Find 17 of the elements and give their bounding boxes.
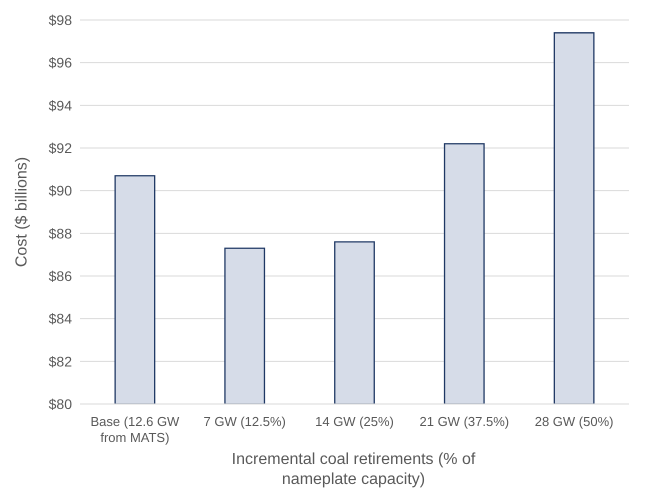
y-tick-label: $92 [48,140,72,156]
y-tick-label: $90 [48,182,72,199]
y-tick-label: $80 [48,396,72,412]
y-tick-label: $98 [48,12,72,28]
y-tick-label: $96 [48,54,72,71]
y-tick-label: $88 [48,225,72,242]
x-tick-label: 28 GW (50%) [534,414,614,429]
y-tick-label: $94 [48,97,72,114]
x-tick-label: Base (12.6 GW from MATS) [90,414,180,445]
y-tick-label: $86 [48,268,72,284]
x-tick-label: 14 GW (25%) [315,414,394,429]
y-tick-label: $84 [48,310,72,327]
x-axis-title: Incremental coal retirements (% of nameplate capacity) [230,450,476,490]
y-axis-title: Cost ($ billions) [14,156,31,268]
y-tick-label: $82 [48,353,72,370]
x-tick-label: 7 GW (12.5%) [204,414,286,429]
x-tick-label: 21 GW (37.5%) [420,414,510,429]
